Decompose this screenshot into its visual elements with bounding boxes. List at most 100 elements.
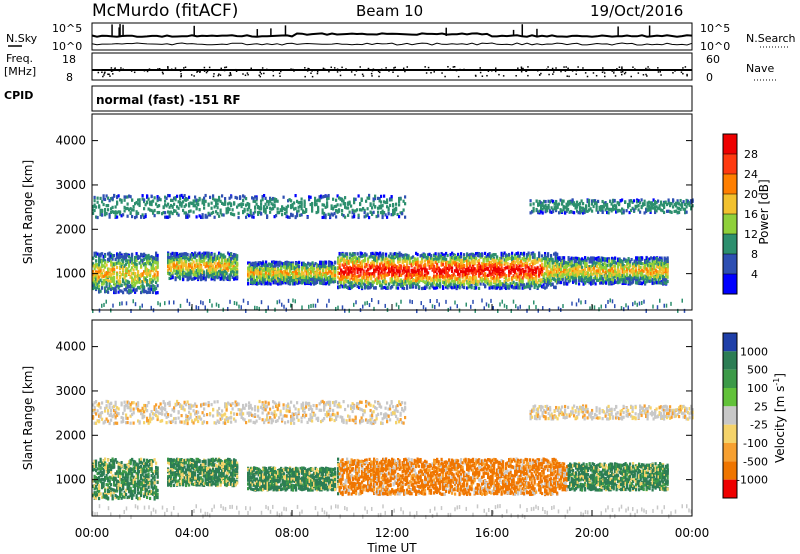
echo-cell xyxy=(548,272,551,276)
echo-cell xyxy=(361,252,364,256)
echo-cell xyxy=(412,278,415,283)
echo-cell xyxy=(397,266,400,270)
echo-cell xyxy=(470,252,473,256)
echo-cell xyxy=(564,260,567,265)
echo-cell xyxy=(448,265,451,269)
echo-cell xyxy=(448,267,451,271)
echo-cell xyxy=(120,283,123,287)
echo-cell xyxy=(535,278,538,282)
echo-cell xyxy=(254,271,257,275)
echo-cell xyxy=(383,281,386,285)
echo-cell xyxy=(460,255,463,259)
echo-cell xyxy=(128,255,131,259)
echo-cell xyxy=(373,256,376,260)
echo-cell xyxy=(323,273,326,278)
echo-cell xyxy=(144,266,147,271)
echo-cell xyxy=(233,273,236,277)
echo-cell xyxy=(349,266,352,270)
echo-cell xyxy=(114,290,117,294)
echo-cell xyxy=(126,259,129,263)
echo-cell xyxy=(526,252,529,257)
echo-cell xyxy=(380,286,383,290)
echo-cell xyxy=(275,276,278,280)
echo-cell xyxy=(499,261,502,265)
echo-cell xyxy=(496,286,499,290)
echo-cell xyxy=(524,258,527,262)
echo-cell xyxy=(137,270,140,274)
echo-cell xyxy=(370,285,373,289)
echo-cell xyxy=(195,259,198,263)
echo-cell xyxy=(397,286,400,290)
echo-cell xyxy=(493,256,496,260)
echo-cell xyxy=(490,260,493,264)
echo-cell xyxy=(125,253,128,257)
echo-cell xyxy=(470,271,473,275)
echo-cell xyxy=(511,255,514,259)
echo-cell xyxy=(203,274,206,279)
echo-cell xyxy=(538,251,541,255)
echo-cell xyxy=(129,289,132,293)
nave-dot xyxy=(623,72,626,75)
echo-cell xyxy=(383,275,386,279)
echo-cell xyxy=(92,276,95,280)
echo-cell xyxy=(210,253,213,257)
echo-cell xyxy=(219,267,222,271)
echo-cell xyxy=(269,272,272,276)
echo-cell xyxy=(524,269,527,273)
echo-cell xyxy=(319,261,322,265)
echo-cell xyxy=(439,254,442,258)
echo-cell xyxy=(176,265,179,269)
echo-cell xyxy=(386,285,389,289)
echo-cell xyxy=(557,270,560,274)
echo-cell xyxy=(332,266,335,270)
echo-cell xyxy=(443,271,446,275)
echo-cell xyxy=(464,257,467,261)
echo-cell xyxy=(269,264,272,269)
echo-cell xyxy=(358,264,361,268)
echo-cell xyxy=(152,290,155,295)
echo-cell xyxy=(367,286,370,290)
echo-cell xyxy=(296,276,299,280)
echo-cell xyxy=(150,287,153,291)
echo-cell xyxy=(518,278,521,282)
echo-cell xyxy=(98,263,101,267)
nave-dot xyxy=(121,68,123,71)
echo-cell xyxy=(128,262,131,266)
echo-cell xyxy=(371,251,374,256)
echo-cell xyxy=(269,282,272,286)
echo-cell xyxy=(358,274,361,278)
echo-cell xyxy=(445,270,448,274)
echo-cell xyxy=(566,275,569,279)
echo-cell xyxy=(494,266,497,270)
nave-dot xyxy=(120,67,122,69)
echo-cell xyxy=(301,272,304,277)
echo-cell xyxy=(280,261,283,265)
nave-dot xyxy=(218,73,220,75)
echo-cell xyxy=(361,276,364,280)
nave-dot xyxy=(377,70,380,73)
echo-cell xyxy=(295,278,298,283)
echo-cell xyxy=(212,271,215,275)
echo-cell xyxy=(265,260,268,264)
echo-cell xyxy=(289,261,292,265)
echo-cell xyxy=(95,251,98,255)
echo-cell xyxy=(265,263,268,267)
echo-cell xyxy=(340,283,343,287)
echo-cell xyxy=(479,271,482,276)
nave-dot xyxy=(645,67,647,70)
echo-cell xyxy=(512,260,515,265)
echo-cell xyxy=(424,286,427,290)
echo-cell xyxy=(487,277,490,281)
nave-dot xyxy=(250,67,252,70)
echo-cell xyxy=(488,261,491,265)
echo-cell xyxy=(119,271,122,275)
echo-cell xyxy=(99,272,102,276)
echo-cell xyxy=(403,286,406,291)
echo-cell xyxy=(461,285,464,289)
echo-cell xyxy=(98,270,101,274)
echo-cell xyxy=(350,259,353,263)
echo-cell xyxy=(325,268,328,272)
echo-cell xyxy=(355,282,358,286)
echo-cell xyxy=(445,257,448,261)
echo-cell xyxy=(560,277,563,281)
